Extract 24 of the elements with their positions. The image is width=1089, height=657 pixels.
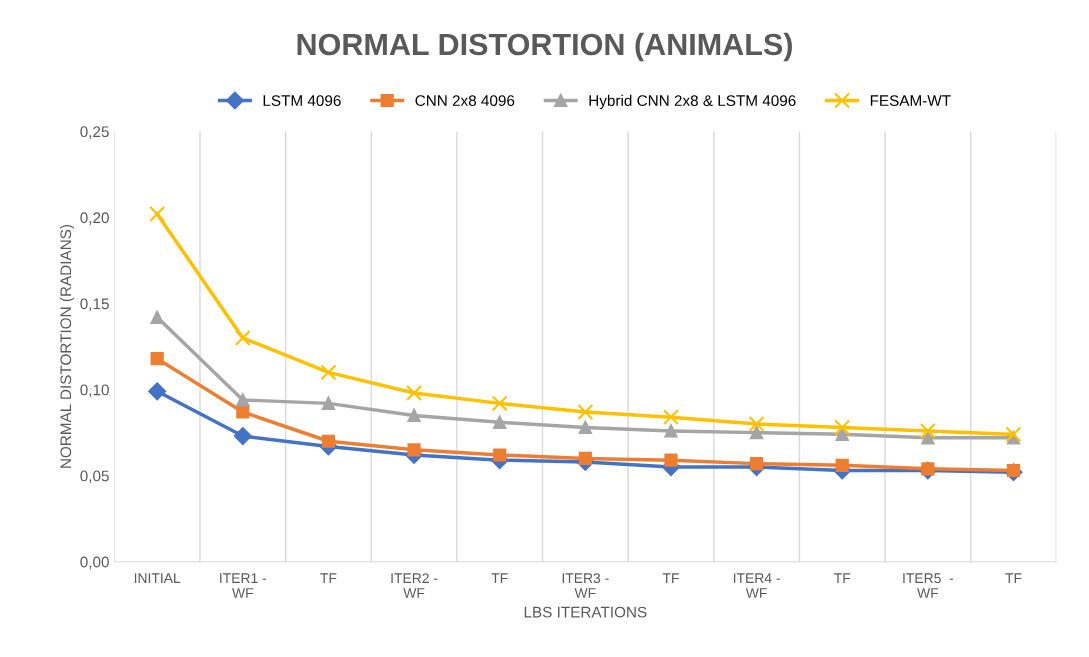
x-tick-label: ITER4 - WF	[733, 573, 780, 598]
legend-label: FESAM-WT	[870, 95, 951, 107]
legend-label: CNN 2x8 4096	[415, 95, 515, 107]
x-tick-label: INITIAL	[134, 573, 181, 583]
x-tick-label: TF	[491, 573, 508, 583]
y-tick-label: 0,00	[80, 556, 109, 570]
x-tick-label: TF	[1005, 573, 1022, 583]
y-tick-label: 0,25	[80, 126, 109, 139]
legend-label: LSTM 4096	[263, 95, 341, 107]
x-tick-label: TF	[320, 573, 337, 583]
legend-label: Hybrid CNN 2x8 & LSTM 4096	[589, 94, 796, 110]
y-axis-title: NORMAL DISTORTION (RADIANS)	[59, 224, 75, 468]
x-tick-label: ITER1 - WF	[220, 573, 267, 598]
x-axis-title: LBS ITERATIONS	[524, 606, 647, 618]
y-tick-label: 0,10	[80, 384, 109, 398]
x-tick-label: ITER3 - WF	[562, 573, 609, 598]
chart-title: NORMAL DISTORTION (ANIMALS)	[297, 32, 792, 62]
x-tick-label: TF	[662, 573, 679, 583]
x-tick-label: TF	[834, 573, 851, 583]
y-tick-label: 0,05	[80, 470, 109, 484]
x-tick-label: ITER2 - WF	[391, 573, 438, 598]
x-tick-label: ITER5 - WF	[903, 573, 954, 598]
y-tick-label: 0,15	[80, 298, 109, 312]
y-tick-label: 0,20	[80, 212, 109, 225]
